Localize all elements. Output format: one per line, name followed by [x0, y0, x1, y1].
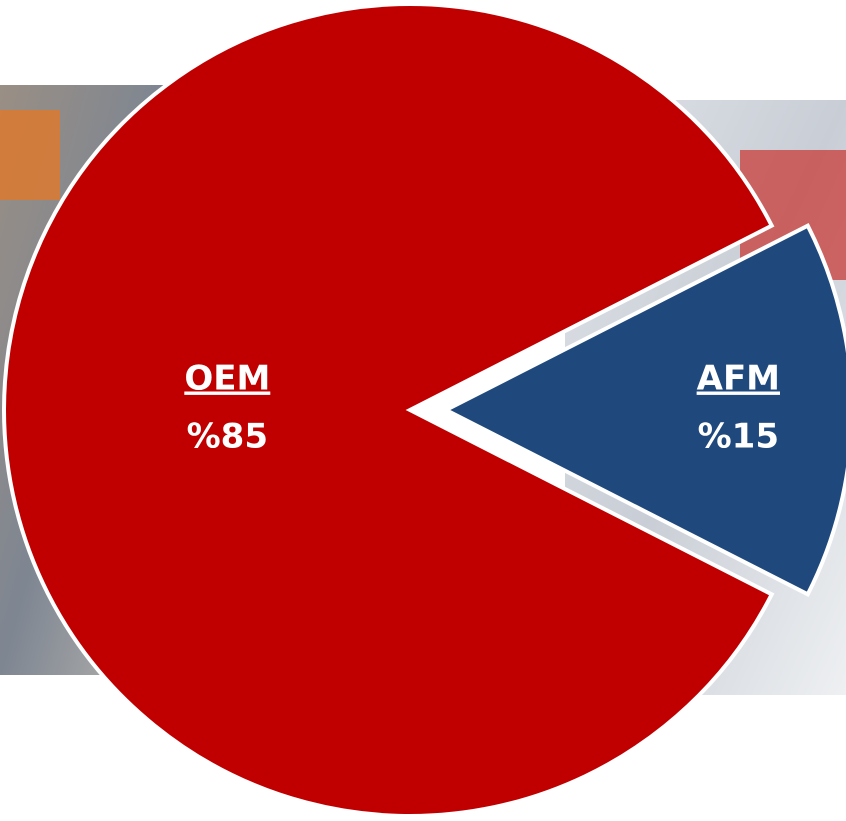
slice-name: AFM	[697, 359, 780, 399]
slice-name: OEM	[184, 359, 270, 399]
page: OEM%85AFM%15 (() => { const data = JSON.…	[0, 0, 846, 821]
slice-value-label: %85	[187, 417, 268, 457]
chart: OEM %85 AFM %15	[0, 0, 846, 821]
background-photo-detail	[0, 110, 60, 200]
slice-value-label: %15	[698, 417, 779, 457]
